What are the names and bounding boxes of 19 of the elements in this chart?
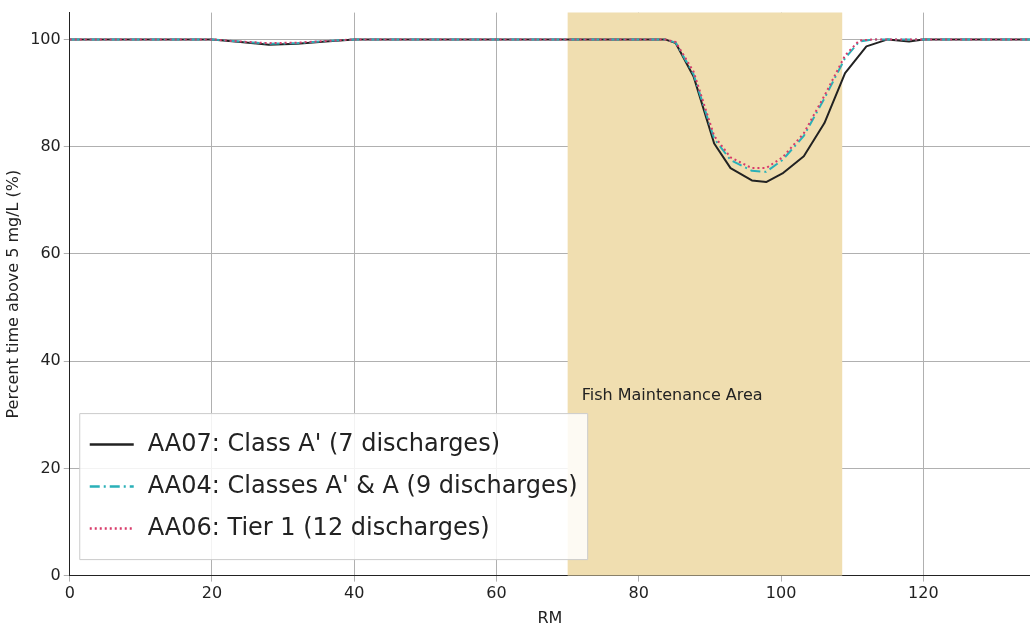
x-tick-label: 60 [486, 583, 507, 603]
y-tick-label: 80 [40, 135, 61, 155]
x-tick-label: 0 [64, 583, 75, 603]
legend-label: AA07: Class A' (7 discharges) [147, 428, 500, 457]
y-tick-label: 0 [50, 564, 61, 584]
y-tick-label: 60 [40, 243, 61, 263]
x-tick-label: 80 [628, 583, 649, 603]
legend-label: AA04: Classes A' & A (9 discharges) [147, 470, 578, 499]
y-tick-label: 100 [30, 28, 61, 48]
legend-label: AA06: Tier 1 (12 discharges) [147, 512, 490, 541]
x-tick-label: 40 [344, 583, 365, 603]
x-tick-label: 120 [908, 583, 939, 603]
y-axis-title: Percent time above 5 mg/L (%) [2, 169, 22, 419]
x-axis-title: RM [537, 607, 563, 627]
y-tick-label: 40 [40, 350, 61, 370]
y-tick-label: 20 [40, 457, 61, 477]
x-tick-label: 20 [201, 583, 223, 603]
x-tick-label: 100 [765, 583, 797, 603]
band-label: Fish Maintenance Area [581, 385, 763, 405]
